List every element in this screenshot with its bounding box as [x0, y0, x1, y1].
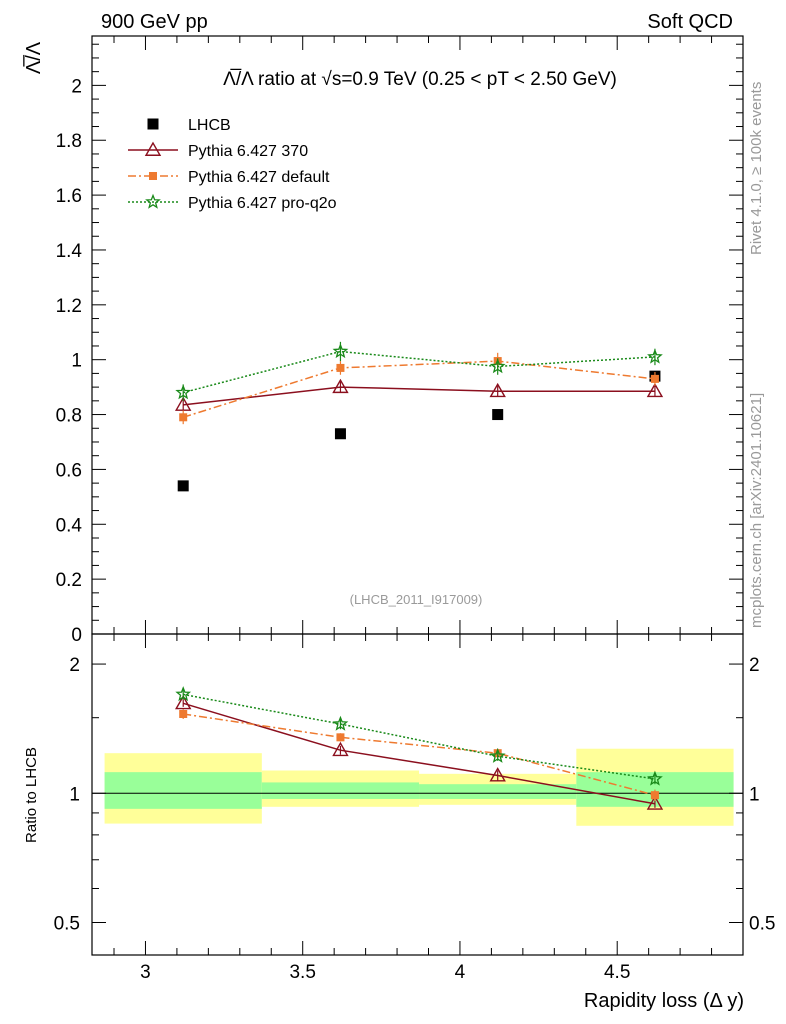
- ratio-ytick-label-left: 0.5: [54, 913, 80, 934]
- main-point: [489, 358, 506, 374]
- ratio-band-inner-2: [419, 784, 577, 799]
- analysis-id: (LHCB_2011_I917009): [350, 592, 483, 607]
- main-point: [177, 480, 189, 492]
- ratio-ytick-label-right: 1: [749, 784, 760, 805]
- ratio-plot-frame: [91, 633, 744, 956]
- main-series-1: [174, 378, 664, 411]
- ratio-point: [336, 733, 345, 742]
- ratio-band-inner-0: [104, 772, 262, 809]
- legend-label-2: Pythia 6.427 default: [188, 169, 330, 186]
- ratio-xtick-label: 4: [455, 962, 466, 983]
- main-point: [332, 343, 349, 359]
- main-ytick-label: 1.4: [56, 241, 83, 262]
- ratio-point: [489, 767, 506, 782]
- main-ytick-label: 0.2: [56, 570, 82, 591]
- ratio-xtick-label: 3: [140, 962, 151, 983]
- ratio-point: [647, 770, 663, 786]
- main-point: [647, 348, 663, 364]
- ratio-point: [332, 741, 349, 757]
- main-ytick-label: 1.6: [56, 186, 82, 207]
- ratio-point: [650, 791, 659, 800]
- main-point: [332, 378, 349, 394]
- header-right: Soft QCD: [647, 11, 733, 33]
- ratio-series-2: [175, 686, 663, 786]
- legend-marker-2: [149, 172, 157, 180]
- ratio-point: [489, 747, 506, 763]
- mcplots-label: mcplots.cern.ch [arXiv:2401.10621]: [748, 393, 765, 628]
- main-series-line-2: [182, 360, 655, 419]
- main-point: [179, 413, 188, 422]
- main-series-line-1: [183, 386, 655, 406]
- ratio-ylabel: Ratio to LHCB: [23, 747, 40, 843]
- ratio-series-line-2: [183, 693, 656, 780]
- ratio-point: [646, 795, 664, 810]
- main-ytick-label: 1.8: [56, 131, 82, 152]
- main-ytick-label: 2: [71, 76, 82, 97]
- main-title: Λ̅/Λ ratio at √s=0.9 TeV (0.25 < pT < 2.…: [223, 69, 617, 90]
- ratio-point: [332, 715, 349, 731]
- ratio-point: [179, 710, 188, 719]
- main-point: [492, 409, 504, 421]
- ratio-ytick-label-right: 2: [749, 655, 760, 676]
- legend-label-1: Pythia 6.427 370: [188, 143, 308, 160]
- main-ytick-label: 0: [71, 625, 82, 646]
- ratio-point: [174, 694, 192, 710]
- ratio-series-0: [174, 694, 664, 810]
- main-ytick-label: 1: [71, 351, 82, 372]
- ratio-xtick-label: 4.5: [604, 962, 630, 983]
- legend: LHCB Pythia 6.427 370 Pythia 6.427 default…: [128, 117, 337, 212]
- main-ytick-label: 0.6: [56, 460, 82, 481]
- main-series-3: [175, 341, 663, 401]
- main-ytick-label: 0.4: [56, 515, 83, 536]
- ratio-ytick-label-left: 2: [69, 655, 80, 676]
- ratio-series-line-0: [182, 702, 656, 805]
- legend-marker-3: [145, 193, 161, 209]
- x-axis-label: Rapidity loss (Δ y): [584, 990, 744, 1012]
- header-left: 900 GeV pp: [101, 11, 208, 33]
- legend-label-0: LHCB: [188, 117, 231, 134]
- main-plot-area: 0 0.2 0.4 0.6 0.8 1 1.2 1.4 1.6 1.8 2: [56, 36, 744, 646]
- legend-label-3: Pythia 6.427 pro-q2o: [188, 195, 337, 212]
- rivet-label: Rivet 4.1.0, ≥ 100k events: [748, 82, 765, 255]
- main-ytick-label: 1.2: [56, 296, 82, 317]
- ratio-xtick-label: 3.5: [289, 962, 315, 983]
- legend-marker-1: [144, 141, 162, 156]
- ratio-band-inner-1: [261, 782, 420, 799]
- ratio-ytick-label-right: 0.5: [749, 913, 775, 934]
- ratio-ytick-label-left: 1: [69, 784, 80, 805]
- main-point: [489, 382, 506, 398]
- main-point: [174, 396, 192, 411]
- ratio-plot-area: 3 3.5 4 4.5 0.5 0.5 1 1 2 2: [54, 634, 775, 983]
- main-point: [175, 384, 192, 400]
- main-point: [336, 363, 345, 372]
- main-point: [334, 428, 346, 440]
- ratio-point: [175, 686, 192, 702]
- main-series-line-3: [183, 350, 655, 394]
- main-ytick-label: 0.8: [56, 406, 82, 427]
- legend-marker-0: [147, 118, 159, 130]
- main-point: [650, 374, 659, 383]
- main-ylabel: Λ̅/Λ: [22, 41, 45, 74]
- main-point: [646, 382, 664, 398]
